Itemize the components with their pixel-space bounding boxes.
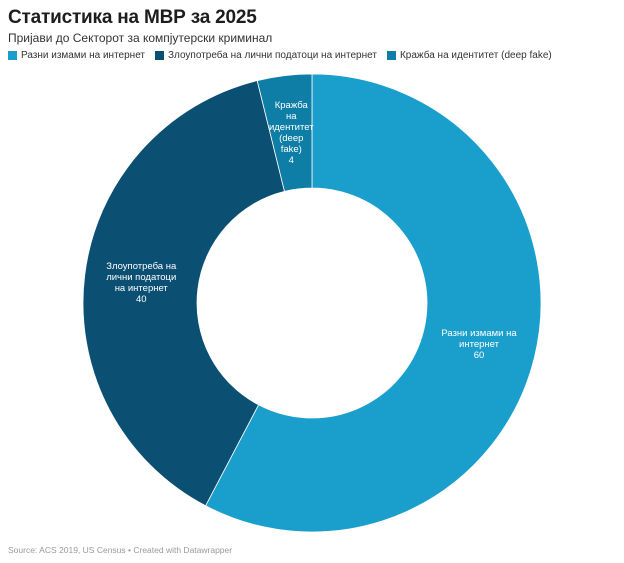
source-footer: Source: ACS 2019, US Census • Created wi… xyxy=(8,545,233,555)
chart-legend: Разни измами на интернет Злоупотреба на … xyxy=(8,50,552,61)
legend-label-data-abuse: Злоупотреба на лични податоци на интерне… xyxy=(168,50,377,61)
slice-value-scams: 60 xyxy=(474,350,485,361)
legend-swatch-scams xyxy=(8,51,17,60)
slice-label-text: интернет xyxy=(459,339,500,350)
slice-label-text: fake) xyxy=(281,144,302,155)
slice-value-data-abuse: 40 xyxy=(136,294,147,305)
slice-label-text: на интернет xyxy=(115,283,169,294)
slice-label-text: Разни измами на xyxy=(441,328,517,339)
legend-label-scams: Разни измами на интернет xyxy=(21,50,145,61)
slice-label-text: на xyxy=(286,111,297,122)
slice-label-text: (deep xyxy=(279,133,303,144)
legend-swatch-data-abuse xyxy=(155,51,164,60)
chart-subtitle: Пријави до Секторот за компјутерски крим… xyxy=(8,31,273,45)
legend-item-data-abuse: Злоупотреба на лични податоци на интерне… xyxy=(155,50,377,61)
legend-label-identity-theft: Кражба на идентитет (deep fake) xyxy=(399,50,552,61)
slice-label-text: лични податоци xyxy=(106,272,176,283)
slice-label-text: идентитет xyxy=(269,122,314,133)
legend-swatch-identity-theft xyxy=(386,51,396,60)
chart-title: Статистика на МВР за 2025 xyxy=(8,7,257,28)
slice-value-identity-theft: 4 xyxy=(289,155,294,166)
donut-slice-scams xyxy=(205,73,542,533)
legend-item-scams: Разни измами на интернет xyxy=(8,50,145,61)
legend-item-identity-theft: Кражба на идентитет (deep fake) xyxy=(386,50,552,61)
slice-label-text: Злоупотреба на xyxy=(106,261,177,272)
slice-label-text: Кражба xyxy=(275,100,309,111)
donut-slice-data-abuse xyxy=(82,80,285,507)
donut-slice-identity-theft xyxy=(256,73,313,192)
